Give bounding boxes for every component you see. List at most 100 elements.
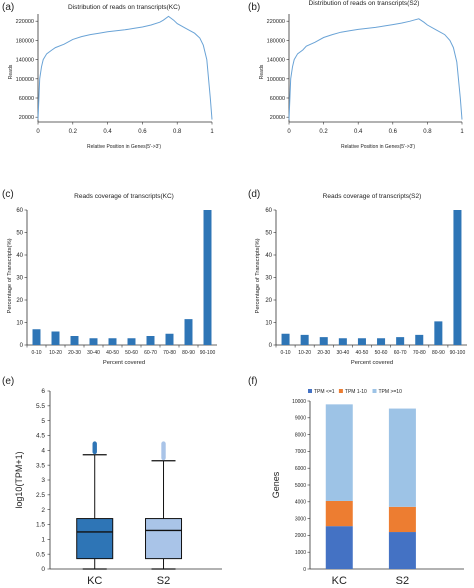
y-tick-label: 1: [41, 537, 45, 544]
chart-title: Reads coverage of transcripts(KC): [74, 193, 174, 200]
y-tick-label: 10000: [292, 399, 306, 405]
y-tick-label: 100000: [267, 77, 285, 83]
plot-area: 0 10 20 30 40 50 60 0-10 10-20 20-30 30-40 40-50 50-…: [265, 208, 467, 356]
legend-swatch: [308, 389, 312, 393]
bar: [51, 331, 60, 345]
y-tick-label: 20000: [19, 115, 34, 121]
x-tick-label: 50-60: [375, 350, 388, 356]
bar: [108, 338, 117, 345]
legend-label: TPM <=1: [314, 389, 335, 395]
legend-label: TPM 1-10: [345, 389, 367, 395]
x-tick-label: 70-80: [163, 350, 176, 356]
y-tick-label: 1.5: [36, 522, 45, 529]
x-tick-label: 20-30: [68, 350, 81, 356]
bar-segment: [388, 506, 416, 533]
bar: [70, 336, 79, 345]
x-tick-label: 0: [36, 129, 40, 135]
y-tick-label: 4000: [295, 500, 306, 506]
series-line: [37, 15, 213, 120]
x-tick-label: 30-40: [87, 350, 100, 356]
y-tick-label: 6000: [295, 466, 306, 472]
outliers: [92, 441, 97, 455]
y-tick-label: 30: [16, 276, 23, 282]
bar: [89, 338, 98, 345]
y-tick-label: 6: [41, 388, 45, 395]
y-tick-label: 7000: [295, 449, 306, 455]
bar: [338, 338, 347, 345]
legend-label: TPM >=10: [379, 389, 403, 395]
y-tick-label: 20000: [270, 115, 285, 121]
box: [145, 518, 183, 560]
y-tick-label: 60000: [19, 96, 34, 102]
y-axis-label: Genes: [271, 471, 281, 498]
y-tick-label: 5000: [295, 483, 306, 489]
x-tick-label: 40-50: [356, 350, 369, 356]
y-tick-label: 60000: [270, 96, 285, 102]
x-axis-label: Percent covered: [103, 360, 145, 366]
y-tick-label: 20: [265, 298, 272, 304]
bar: [184, 319, 193, 345]
y-tick-label: 4.5: [36, 433, 45, 440]
bar: [357, 338, 366, 345]
y-axis-label: Reads: [259, 64, 265, 79]
y-tick-label: 1000: [295, 550, 306, 556]
bar: [415, 334, 424, 345]
plot-area: 0 0.2 0.4 0.6 0.8 1 20000 60000 100000 140000 1800…: [16, 14, 214, 135]
bar-segment: [388, 408, 416, 507]
panel-letter: (c): [2, 189, 14, 200]
bar: [434, 321, 443, 345]
bar-segment: [325, 500, 353, 527]
y-axis-label: log10(TPM+1): [14, 451, 24, 508]
x-tick-label: 10-20: [298, 350, 311, 356]
x-tick-label: 90-100: [200, 350, 216, 356]
y-tick-label: 2000: [295, 533, 306, 539]
y-tick-label: 5: [41, 418, 45, 425]
panel-a: (a) Distribution of reads on transcripts…: [2, 2, 214, 150]
y-tick-label: 40: [265, 253, 272, 259]
bar: [300, 334, 309, 345]
y-tick-label: 9000: [295, 416, 306, 422]
x-tick-label: 70-80: [413, 350, 426, 356]
y-tick-label: 3: [41, 477, 45, 484]
x-tick-label: 80-90: [182, 350, 195, 356]
x-tick-label: KC: [87, 575, 102, 587]
legend-swatch: [338, 389, 343, 393]
panel-letter: (d): [248, 189, 260, 200]
bar: [377, 338, 386, 345]
bar: [319, 337, 328, 345]
y-tick-label: 4: [41, 448, 45, 455]
x-tick-label: 1: [210, 129, 214, 135]
x-axis-label: Percent covered: [351, 360, 393, 366]
panel-d: (d) Reads coverage of transcripts(S2) Pe…: [248, 189, 467, 366]
x-tick-label: 0.2: [69, 129, 78, 135]
plot-area: 0 0.2 0.4 0.6 0.8 1 20000 60000 100000 140000 1800…: [267, 14, 464, 135]
x-tick-label: 50-60: [125, 350, 138, 356]
y-tick-label: 3000: [295, 516, 306, 522]
x-tick-label: 0-10: [281, 350, 291, 356]
bar-segment: [325, 404, 353, 501]
y-tick-label: 180000: [16, 38, 34, 44]
panel-f: (f) Genes 0 1000 2000 3000 4000 5000 6000 7000 8…: [248, 376, 464, 587]
y-tick-label: 40: [16, 253, 23, 259]
plot-area: 0 1000 2000 3000 4000 5000 6000 7000 8000 9000 100…: [292, 389, 464, 587]
x-tick-label: 10-20: [49, 350, 62, 356]
y-tick-label: 2: [41, 507, 45, 514]
x-tick-label: S2: [157, 575, 170, 587]
y-tick-label: 50: [265, 231, 272, 237]
bar: [127, 338, 136, 345]
chart-title: Reads coverage of transcripts(S2): [323, 193, 422, 200]
legend-swatch: [372, 389, 377, 393]
y-tick-label: 180000: [267, 38, 285, 44]
x-tick-label: 0.8: [173, 129, 182, 135]
x-tick-label: 80-90: [432, 350, 445, 356]
y-tick-label: 20: [16, 298, 23, 304]
y-tick-label: 3.5: [36, 462, 45, 469]
y-axis-label: Percentage of Transcripts(%): [7, 238, 13, 313]
plot-area: 0 10 20 30 40 50 60 0-10 10-20 20-30 30-40 40-50 50-…: [16, 208, 217, 356]
x-tick-label: 20-30: [317, 350, 330, 356]
x-tick-label: 40-50: [106, 350, 119, 356]
bar-segment: [388, 532, 416, 569]
panel-e: (e) log10(TPM+1) 0 0.5 1 1.5 2 2.5 3 3.5 4 4.5 5 5.…: [2, 376, 222, 587]
panel-c: (c) Reads coverage of transcripts(KC) Pe…: [2, 189, 217, 366]
